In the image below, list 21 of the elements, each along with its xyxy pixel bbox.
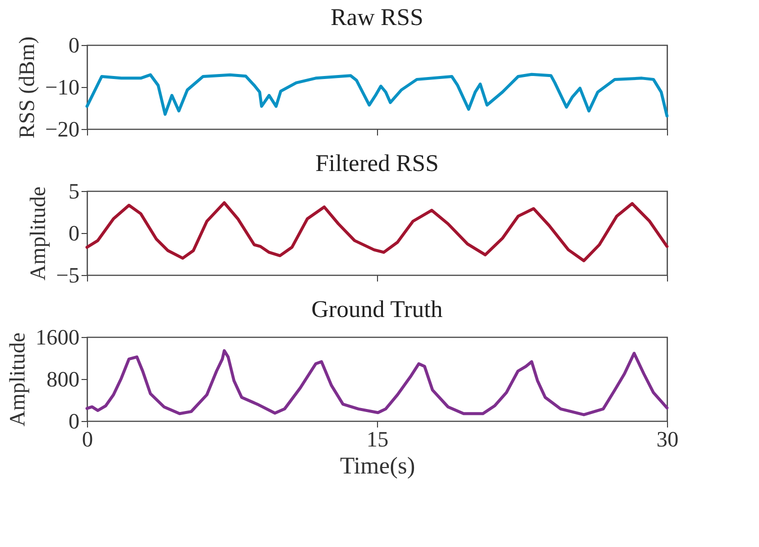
y-axis-title: Amplitude xyxy=(25,186,50,281)
y-tick-label: 0 xyxy=(68,220,80,246)
chart-title: Ground Truth xyxy=(311,297,443,323)
y-tick-label: −20 xyxy=(45,116,80,142)
chart-title: Raw RSS xyxy=(330,5,424,31)
y-tick-label: −10 xyxy=(45,74,80,100)
line-series xyxy=(86,201,668,262)
y-tick-label: 800 xyxy=(46,366,80,392)
y-axis-title: Amplitude xyxy=(4,332,30,427)
x-tick-label: 15 xyxy=(366,426,388,452)
y-axis-title: RSS (dBm) xyxy=(14,36,40,139)
line-series xyxy=(86,72,668,118)
y-tick-label: −5 xyxy=(56,262,80,288)
chart-title: Filtered RSS xyxy=(315,151,439,177)
x-tick-label: 30 xyxy=(656,426,678,452)
y-tick-label: 1600 xyxy=(36,324,80,350)
y-tick-label: 0 xyxy=(68,408,80,434)
x-axis-title: Time(s) xyxy=(340,454,416,480)
y-tick-label: 0 xyxy=(68,32,80,58)
y-tick-label: 5 xyxy=(68,178,80,204)
line-series xyxy=(86,349,668,416)
